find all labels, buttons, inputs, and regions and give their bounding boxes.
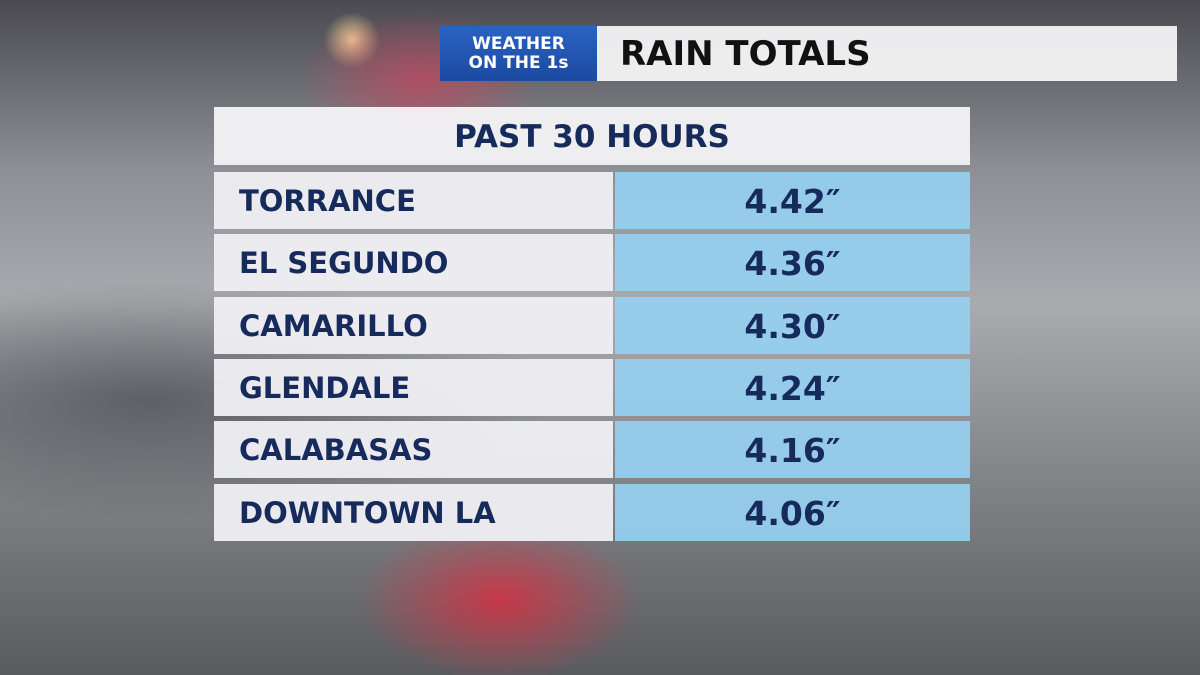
- place-name: DOWNTOWN LA: [214, 484, 613, 541]
- header-title: RAIN TOTALS: [620, 34, 871, 74]
- rain-total: 4.30″: [615, 297, 970, 354]
- place-name: CALABASAS: [214, 421, 613, 478]
- header-bar: WEATHER ON THE 1s RAIN TOTALS: [440, 26, 1177, 81]
- badge-line: ON THE 1s: [468, 53, 569, 73]
- rain-total: 4.36″: [615, 234, 970, 291]
- place-name: EL SEGUNDO: [214, 234, 613, 291]
- table-title: PAST 30 HOURS: [214, 107, 970, 165]
- rain-total: 4.06″: [615, 484, 970, 541]
- place-name: CAMARILLO: [214, 297, 613, 354]
- place-name: TORRANCE: [214, 172, 613, 229]
- rain-total: 4.16″: [615, 421, 970, 478]
- badge-line: WEATHER: [472, 34, 565, 54]
- badge: WEATHER ON THE 1s: [440, 26, 597, 81]
- rain-total: 4.24″: [615, 359, 970, 416]
- rain-total: 4.42″: [615, 172, 970, 229]
- place-name: GLENDALE: [214, 359, 613, 416]
